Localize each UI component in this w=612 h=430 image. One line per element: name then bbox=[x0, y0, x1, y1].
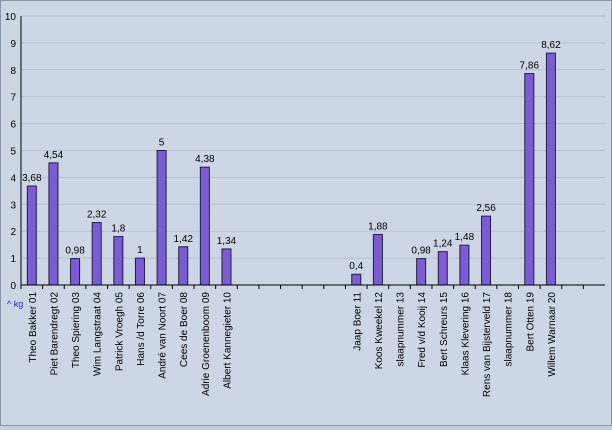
x-tick-label: Wim Langstraat 04 bbox=[93, 292, 104, 376]
y-tick-label: 4 bbox=[10, 173, 16, 184]
y-tick-label: 6 bbox=[10, 120, 16, 131]
data-label: 5 bbox=[159, 138, 165, 149]
data-label: 3,68 bbox=[22, 173, 42, 184]
x-tick-label: Theo Bakker 01 bbox=[28, 292, 39, 363]
data-label: 1 bbox=[137, 245, 143, 256]
x-tick-label: Hans /d Torre 06 bbox=[136, 292, 147, 366]
data-label: 4,54 bbox=[44, 150, 64, 161]
x-tick-label: Fred v/d Kooij 14 bbox=[417, 292, 428, 368]
data-label: 1,42 bbox=[173, 234, 193, 245]
x-tick-label: Albert Kannegieter 10 bbox=[222, 292, 233, 389]
x-tick-label: Piet Barendregt 02 bbox=[49, 292, 60, 376]
bar bbox=[156, 150, 167, 286]
data-label: 1,88 bbox=[368, 221, 388, 232]
bar bbox=[372, 233, 383, 286]
data-label: 2,32 bbox=[87, 210, 107, 221]
x-tick-label: Jaap Boer 11 bbox=[352, 292, 363, 351]
bar bbox=[416, 258, 427, 286]
x-tick-label: Bert Schreurs 15 bbox=[439, 292, 450, 367]
bar bbox=[459, 244, 470, 286]
y-tick-label: 5 bbox=[10, 147, 16, 158]
data-label: 0,98 bbox=[411, 246, 431, 257]
bar bbox=[70, 258, 81, 286]
x-tick-label: Willem Warnaar 20 bbox=[547, 292, 558, 377]
y-tick-label: 1 bbox=[10, 254, 16, 265]
x-tick-label: Rens van Bijsterveld 17 bbox=[482, 292, 493, 397]
data-label: 7,86 bbox=[520, 61, 540, 72]
x-tick-label: Klaas Klevering 16 bbox=[460, 292, 471, 376]
data-label: 1,8 bbox=[111, 224, 125, 235]
bar bbox=[48, 162, 59, 286]
bar bbox=[26, 185, 37, 286]
data-label: 0,98 bbox=[65, 246, 85, 257]
x-tick-label: slaapnummer 18 bbox=[504, 292, 515, 367]
y-tick-label: 0 bbox=[10, 281, 16, 292]
data-label: 1,48 bbox=[455, 232, 475, 243]
x-tick-label: Adrie Groenenboom 09 bbox=[201, 292, 212, 396]
x-tick-label: Koos Kweekel 12 bbox=[374, 292, 385, 370]
bar bbox=[481, 215, 492, 286]
data-label: 1,24 bbox=[433, 239, 453, 250]
x-tick-label: Bert Otten 19 bbox=[525, 292, 536, 352]
y-axis-unit-label: ^ kg bbox=[7, 299, 23, 309]
y-tick-label: 2 bbox=[10, 227, 16, 238]
x-tick-label: Patrick Vroegh 05 bbox=[114, 292, 125, 372]
bar bbox=[91, 222, 102, 286]
data-label: 4,38 bbox=[195, 154, 215, 165]
bar bbox=[351, 273, 362, 286]
bar bbox=[437, 251, 448, 286]
x-tick-label: slaapnummer 13 bbox=[396, 292, 407, 367]
bar bbox=[524, 73, 535, 286]
y-tick-label: 8 bbox=[10, 66, 16, 77]
data-label: 8,62 bbox=[541, 40, 561, 51]
x-tick-label: André van Noort 07 bbox=[158, 292, 169, 379]
y-tick-label: 9 bbox=[10, 39, 16, 50]
data-label: 1,34 bbox=[217, 236, 237, 247]
bar bbox=[134, 257, 145, 286]
bar bbox=[199, 166, 210, 286]
y-tick-label: 10 bbox=[5, 12, 17, 23]
data-label: 2,56 bbox=[476, 203, 496, 214]
axes: Theo Bakker 01 Piet Barendregt 02 Theo Spi… bbox=[20, 16, 605, 397]
data-labels: 3,68 4,54 0,98 2,32 1,8 1 5 1,42 4,38 1,34 0,4 1,88… bbox=[22, 40, 561, 272]
x-tick-label: Cees de Boer 08 bbox=[179, 292, 190, 367]
y-tick-label: 7 bbox=[10, 93, 16, 104]
bar bbox=[221, 248, 232, 286]
bar bbox=[113, 236, 124, 286]
bar bbox=[178, 246, 189, 286]
data-label: 0,4 bbox=[349, 261, 363, 272]
y-tick-label: 3 bbox=[10, 200, 16, 211]
bar bbox=[545, 52, 556, 286]
x-tick-label: Theo Spiering 03 bbox=[71, 292, 82, 369]
